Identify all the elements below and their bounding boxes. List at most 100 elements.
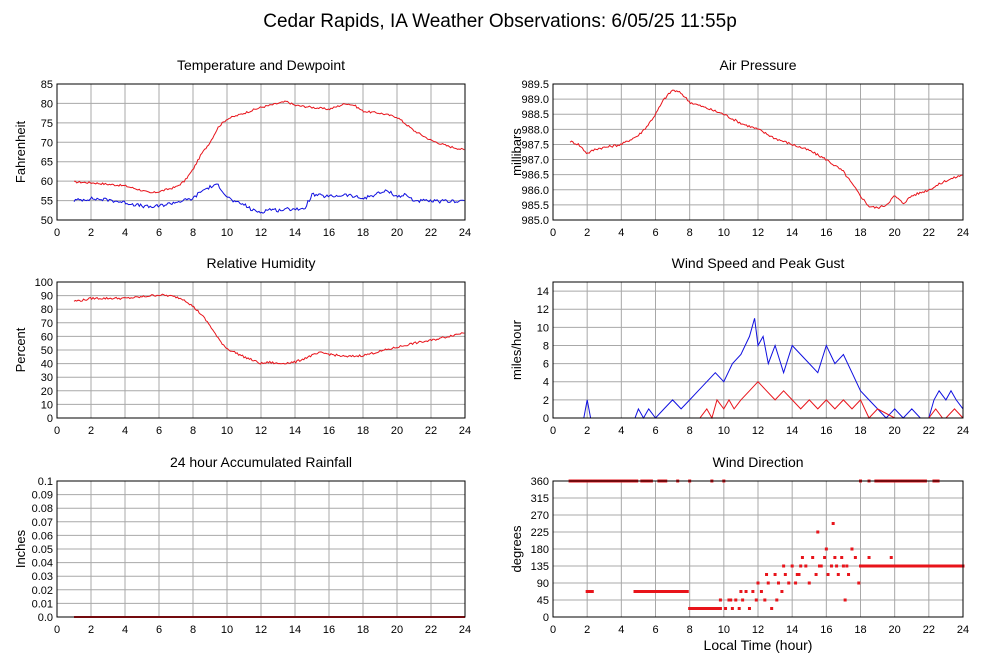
plot-frame bbox=[56, 281, 466, 419]
x-tick-label: 0 bbox=[54, 227, 60, 239]
y-tick-label: 987.5 bbox=[521, 139, 549, 151]
y-tick-label: 70 bbox=[41, 137, 53, 149]
y-tick-label: 85 bbox=[41, 79, 53, 91]
direction-point bbox=[831, 522, 835, 525]
series-pressure-0 bbox=[569, 89, 963, 210]
y-tick-label: 986.5 bbox=[521, 170, 549, 182]
x-tick-label: 18 bbox=[357, 425, 369, 437]
y-tick-label: 55 bbox=[41, 196, 53, 208]
x-tick-label: 4 bbox=[122, 227, 128, 239]
direction-point bbox=[799, 564, 803, 568]
x-tick-label: 16 bbox=[323, 425, 335, 437]
x-tick-label: 22 bbox=[425, 425, 437, 437]
y-tick-label: 45 bbox=[537, 595, 549, 607]
x-tick-label: 12 bbox=[752, 425, 764, 437]
direction-point bbox=[804, 564, 808, 568]
y-tick-label: 0 bbox=[543, 413, 549, 425]
y-tick-label: 135 bbox=[531, 561, 549, 573]
x-tick-label: 6 bbox=[652, 425, 658, 437]
x-tick-label: 14 bbox=[289, 624, 301, 636]
x-tick-label: 6 bbox=[156, 425, 162, 437]
y-tick-label: 50 bbox=[41, 345, 53, 357]
x-tick-label: 16 bbox=[820, 227, 832, 239]
x-tick-label: 14 bbox=[786, 425, 798, 437]
direction-point bbox=[727, 598, 731, 602]
y-tick-label: 0.06 bbox=[32, 530, 53, 542]
direction-point bbox=[724, 607, 728, 610]
y-tick-label: 12 bbox=[537, 304, 549, 316]
y-tick-label: 2 bbox=[543, 395, 549, 407]
direction-point bbox=[715, 607, 719, 610]
x-tick-label: 2 bbox=[584, 425, 590, 437]
x-tick-label: 0 bbox=[550, 425, 556, 437]
y-tick-label: 988.0 bbox=[521, 124, 549, 136]
x-tick-label: 24 bbox=[957, 227, 969, 239]
x-tick-label: 8 bbox=[190, 425, 196, 437]
y-tick-label: 0 bbox=[543, 612, 549, 624]
y-tick-label: 14 bbox=[537, 286, 549, 298]
series-humidity-0 bbox=[73, 293, 465, 365]
x-tick-label: 10 bbox=[718, 425, 730, 437]
x-tick-label: 12 bbox=[752, 227, 764, 239]
direction-point bbox=[730, 607, 734, 610]
x-tick-label: 0 bbox=[54, 624, 60, 636]
x-axis-label: Local Time (hour) bbox=[704, 637, 813, 653]
direction-point bbox=[889, 556, 893, 559]
direction-point bbox=[780, 590, 784, 593]
y-tick-label: 65 bbox=[41, 157, 53, 169]
direction-point bbox=[847, 573, 851, 576]
plot-frame bbox=[552, 83, 964, 221]
direction-point bbox=[759, 590, 763, 593]
y-tick-label: 80 bbox=[41, 304, 53, 316]
x-tick-label: 24 bbox=[459, 425, 471, 437]
series-line bbox=[74, 100, 465, 194]
y-axis-label: Inches bbox=[13, 529, 28, 568]
x-tick-label: 8 bbox=[190, 227, 196, 239]
direction-point bbox=[739, 590, 743, 593]
series-wind-0 bbox=[570, 318, 964, 420]
x-tick-label: 6 bbox=[156, 227, 162, 239]
y-tick-label: 8 bbox=[543, 340, 549, 352]
x-tick-label: 2 bbox=[88, 624, 94, 636]
x-tick-label: 4 bbox=[618, 425, 624, 437]
direction-point bbox=[850, 547, 854, 551]
direction-point bbox=[718, 598, 722, 602]
y-tick-label: 10 bbox=[41, 399, 53, 411]
direction-point bbox=[763, 598, 767, 602]
y-tick-label: 75 bbox=[41, 118, 53, 130]
x-tick-label: 18 bbox=[854, 624, 866, 636]
direction-point bbox=[836, 573, 840, 576]
chart-temp: 0 2 4 6 8 10 12 14 16 18 20 22 245055606570758085Tem… bbox=[13, 57, 471, 239]
y-tick-label: 90 bbox=[537, 578, 549, 590]
y-tick-label: 0.05 bbox=[32, 544, 53, 556]
direction-point bbox=[816, 530, 820, 534]
y-tick-label: 0.01 bbox=[32, 598, 53, 610]
x-tick-label: 24 bbox=[459, 624, 471, 636]
y-axis-label: millibars bbox=[509, 128, 524, 176]
x-tick-label: 20 bbox=[391, 425, 403, 437]
direction-point bbox=[751, 590, 755, 593]
y-tick-label: 0.04 bbox=[32, 558, 53, 570]
y-tick-label: 0.07 bbox=[32, 517, 53, 529]
series-line bbox=[570, 318, 964, 420]
x-tick-label: 18 bbox=[357, 624, 369, 636]
x-tick-label: 16 bbox=[323, 227, 335, 239]
x-tick-label: 18 bbox=[854, 227, 866, 239]
chart-humidity: 0 2 4 6 8 10 12 14 16 18 20 22 240102030405060708090… bbox=[13, 255, 471, 437]
direction-point bbox=[843, 598, 847, 602]
direction-point bbox=[818, 564, 821, 568]
x-tick-label: 12 bbox=[752, 624, 764, 636]
direction-point bbox=[718, 607, 722, 610]
x-tick-label: 0 bbox=[550, 227, 556, 239]
direction-point bbox=[777, 581, 780, 585]
direction-point bbox=[807, 581, 811, 585]
direction-point bbox=[741, 598, 745, 602]
direction-point bbox=[824, 547, 828, 551]
direction-point bbox=[829, 564, 833, 568]
direction-point bbox=[744, 590, 748, 593]
y-axis-label: degrees bbox=[509, 525, 524, 572]
y-tick-label: 988.5 bbox=[521, 109, 549, 121]
direction-point bbox=[876, 564, 880, 568]
series-line bbox=[73, 183, 465, 214]
x-tick-label: 8 bbox=[687, 227, 693, 239]
